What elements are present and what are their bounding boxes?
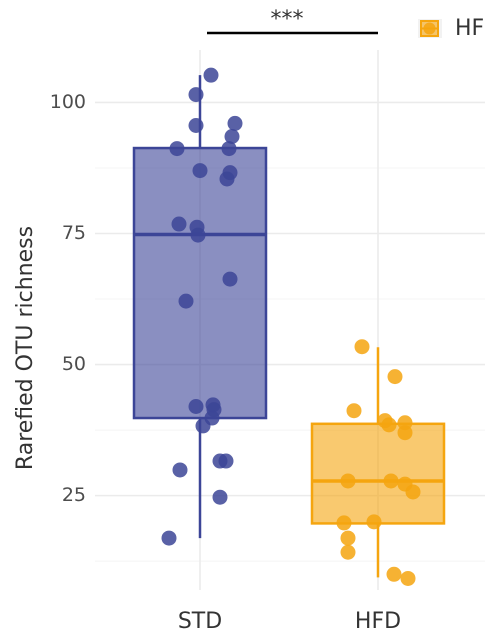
legend-label: HFD <box>455 16 485 41</box>
point <box>387 369 403 385</box>
point <box>366 514 382 530</box>
point <box>218 453 234 469</box>
box <box>132 146 268 420</box>
point <box>169 141 185 157</box>
point <box>188 87 204 103</box>
point <box>195 418 211 434</box>
point <box>222 271 238 287</box>
point <box>188 399 204 415</box>
point <box>171 216 187 232</box>
point <box>172 462 188 478</box>
point <box>400 570 416 586</box>
point <box>212 489 228 505</box>
y-tick-label: 50 <box>62 353 86 375</box>
point <box>336 515 352 531</box>
point <box>221 141 237 157</box>
point <box>219 171 235 187</box>
point <box>340 544 356 560</box>
point <box>397 425 413 441</box>
point <box>340 473 356 489</box>
point <box>203 67 219 83</box>
y-axis-label: Rarefied OTU richness <box>13 226 38 470</box>
point <box>178 293 194 309</box>
point <box>227 115 243 131</box>
legend-point <box>423 22 436 35</box>
point <box>383 473 399 489</box>
point <box>161 530 177 546</box>
point <box>188 117 204 133</box>
point <box>340 530 356 546</box>
point <box>224 129 240 145</box>
box <box>310 422 446 525</box>
point <box>381 417 397 433</box>
significance-label: *** <box>271 7 304 32</box>
y-tick-label: 75 <box>62 222 86 244</box>
y-tick-label: 100 <box>50 91 86 113</box>
point <box>346 403 362 419</box>
point <box>354 339 370 355</box>
y-tick-label: 25 <box>62 484 86 506</box>
point <box>190 227 206 243</box>
x-tick-label: STD <box>178 609 222 634</box>
point <box>192 163 208 179</box>
point <box>405 484 421 500</box>
x-tick-label: HFD <box>355 609 401 634</box>
point <box>386 566 402 582</box>
